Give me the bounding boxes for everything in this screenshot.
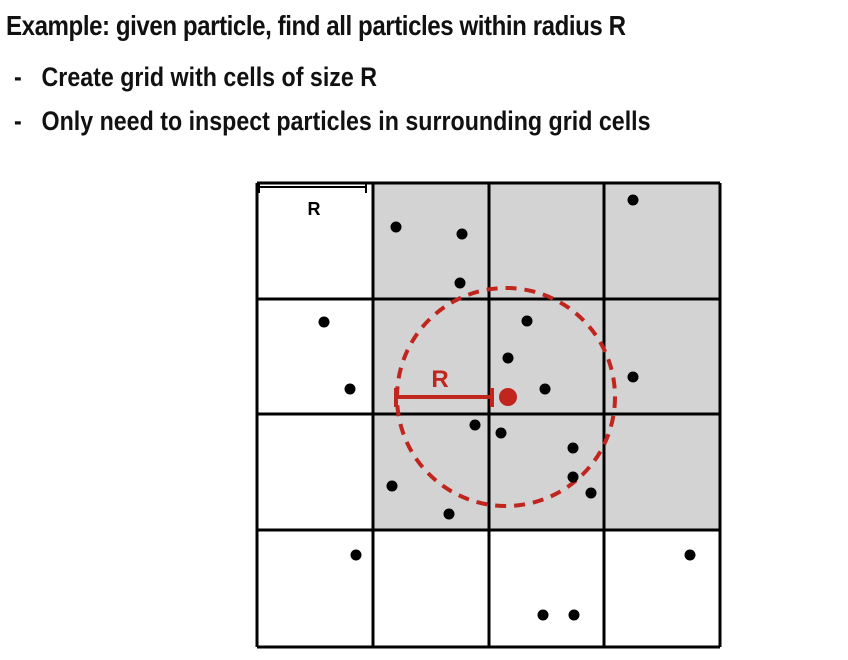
particle bbox=[456, 228, 468, 240]
particle bbox=[567, 442, 579, 454]
particle bbox=[318, 316, 330, 328]
particle bbox=[585, 487, 597, 499]
particle bbox=[386, 480, 398, 492]
bullet-dash: - bbox=[14, 106, 22, 136]
grid-cell bbox=[604, 530, 720, 647]
particle bbox=[568, 609, 580, 621]
particle bbox=[627, 371, 639, 383]
grid-cell bbox=[604, 299, 720, 414]
bullet-item: - Only need to inspect particles in surr… bbox=[14, 99, 651, 143]
grid-cell bbox=[373, 183, 489, 299]
radius-label: R bbox=[431, 366, 448, 393]
grid-cell bbox=[373, 299, 489, 414]
grid-cell bbox=[604, 414, 720, 530]
particle bbox=[567, 471, 579, 483]
particle bbox=[454, 277, 466, 289]
grid-cells bbox=[257, 183, 720, 647]
particle bbox=[684, 549, 696, 561]
grid-cell bbox=[257, 183, 373, 299]
particles bbox=[318, 194, 696, 621]
grid-cell bbox=[373, 530, 489, 647]
particle bbox=[502, 352, 514, 364]
particle bbox=[627, 194, 639, 206]
slide-title: Example: given particle, find all partic… bbox=[6, 10, 626, 41]
cell-size-label: R bbox=[308, 199, 321, 219]
particle bbox=[344, 383, 356, 395]
particle bbox=[350, 549, 362, 561]
particle bbox=[521, 315, 533, 327]
bullet-list: - Create grid with cells of size R - Onl… bbox=[14, 55, 754, 143]
grid-cell bbox=[257, 530, 373, 647]
query-particle bbox=[499, 388, 517, 406]
bullet-item: - Create grid with cells of size R bbox=[14, 55, 651, 99]
grid-cell bbox=[489, 530, 604, 647]
cell-size-marker bbox=[258, 182, 367, 193]
bullet-text: Only need to inspect particles in surrou… bbox=[41, 106, 651, 136]
particle bbox=[443, 508, 455, 520]
bullet-text: Create grid with cells of size R bbox=[41, 62, 378, 92]
particle bbox=[495, 427, 507, 439]
grid-cell bbox=[373, 414, 489, 530]
particle bbox=[390, 221, 402, 233]
grid-cell bbox=[257, 414, 373, 530]
particle bbox=[469, 419, 481, 431]
grid-lines bbox=[255, 181, 722, 649]
radius-marker bbox=[394, 388, 494, 407]
grid-cell bbox=[257, 299, 373, 414]
particle bbox=[539, 383, 551, 395]
grid-cell bbox=[489, 183, 604, 299]
bullet-dash: - bbox=[14, 62, 22, 92]
grid-cell bbox=[604, 183, 720, 299]
particle bbox=[537, 609, 549, 621]
